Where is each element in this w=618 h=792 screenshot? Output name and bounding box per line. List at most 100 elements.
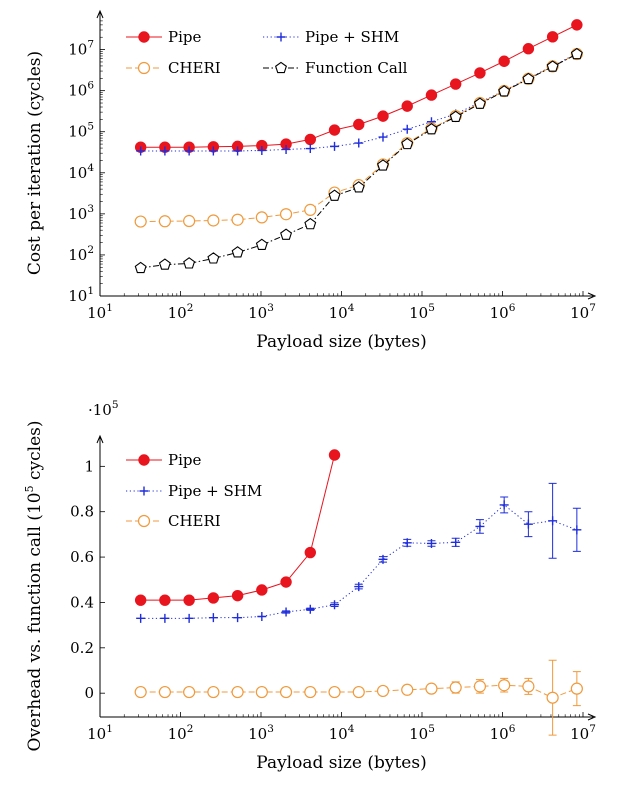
data-point: [184, 613, 194, 623]
data-point: [425, 122, 438, 135]
legend-marker: [275, 61, 287, 74]
data-point: [401, 100, 413, 112]
x-axis-title: Payload size (bytes): [256, 332, 426, 352]
data-point: [305, 144, 315, 154]
data-point: [257, 145, 267, 155]
cost-per-iteration-chart: 101 102 103 104 105 106 107 101 102 103 104 105 106 1…: [25, 9, 597, 352]
y-tick-label: 107: [68, 39, 94, 59]
data-point: [159, 594, 171, 606]
data-point: [184, 146, 194, 156]
y-tick-label: 106: [68, 80, 94, 100]
data-point: [473, 680, 487, 693]
x-tick-label: 107: [570, 302, 596, 322]
legend-entry: Pipe: [126, 451, 201, 469]
x-tick-label: 101: [87, 302, 113, 322]
data-point: [231, 246, 244, 258]
legend-entry: CHERI: [126, 512, 221, 530]
series-line: [140, 53, 578, 269]
y-tick-label: 0.2: [70, 639, 94, 657]
data-point: [330, 141, 340, 151]
y-tick-label: 102: [68, 244, 94, 264]
data-point: [134, 685, 147, 699]
y-axis-title: Overhead vs. function call (105 cycles): [23, 421, 45, 752]
data-point: [136, 613, 146, 623]
x-axis-arrow-icon: [587, 713, 597, 721]
data-point: [183, 257, 196, 269]
x-tick-label: 103: [248, 723, 274, 743]
x-axis-arrow-icon: [587, 292, 597, 300]
y-tick-label: 101: [68, 285, 94, 305]
data-point: [474, 67, 486, 79]
legend-marker: [138, 31, 150, 43]
data-point: [207, 685, 220, 699]
data-point: [523, 519, 533, 529]
legend-label: Pipe + SHM: [305, 28, 399, 46]
y-tick-label: 105: [68, 121, 94, 141]
legend-label: Pipe: [168, 451, 201, 469]
y-tick-label: 103: [68, 203, 94, 223]
x-tick-label: 101: [87, 723, 113, 743]
series-line: [140, 53, 578, 223]
y-axis-arrow-icon: [96, 434, 104, 444]
data-point: [376, 684, 390, 698]
legend-marker: [276, 32, 286, 42]
data-point: [207, 592, 220, 604]
data-point: [377, 159, 389, 171]
legend-marker: [138, 454, 150, 466]
data-point: [401, 683, 414, 696]
data-point: [158, 215, 171, 228]
data-point: [158, 258, 171, 270]
data-point: [353, 118, 365, 131]
legend-marker: [137, 514, 151, 528]
data-point: [354, 582, 364, 592]
y-axis-arrow-icon: [96, 9, 104, 19]
legend-label: CHERI: [168, 59, 221, 77]
data-point: [425, 89, 438, 101]
data-point: [571, 19, 583, 31]
legend-label: CHERI: [168, 512, 221, 530]
y-tick-label: 0.4: [70, 593, 94, 611]
plot-area: [134, 19, 583, 274]
series-pipe: [134, 449, 341, 606]
legend-label: Function Call: [305, 59, 408, 77]
data-point: [401, 137, 414, 150]
data-point: [570, 682, 583, 695]
legend-entry: Pipe: [126, 28, 201, 46]
series-function-call: [134, 47, 583, 274]
legend: Pipe Pipe + SHM CHERI Function Call: [126, 28, 408, 77]
data-point: [183, 594, 195, 606]
data-point: [499, 500, 509, 510]
data-point: [255, 238, 268, 251]
data-point: [425, 682, 438, 695]
data-point: [255, 685, 268, 699]
legend-label: Pipe + SHM: [168, 482, 262, 500]
data-point: [304, 217, 317, 230]
data-point: [328, 189, 341, 201]
data-point: [498, 679, 511, 692]
data-point: [136, 146, 146, 156]
data-point: [257, 612, 267, 622]
data-point: [305, 604, 315, 614]
data-point: [231, 213, 244, 226]
data-point: [256, 584, 268, 596]
data-point: [304, 685, 317, 699]
data-point: [328, 449, 341, 461]
x-tick-label: 107: [570, 723, 596, 743]
data-point: [304, 133, 316, 146]
data-point: [280, 576, 292, 588]
axes: 101 102 103 104 105 106 107 101 102 103 104 105 106 1…: [25, 9, 597, 352]
x-tick-label: 104: [329, 302, 355, 322]
data-point: [134, 594, 147, 606]
series-cheri: [134, 659, 583, 736]
data-point: [328, 685, 341, 699]
overhead-chart: 101 102 103 104 105 106 107 0 0.2 0.4 0.6 0.8 1 ·105 P…: [23, 399, 597, 773]
data-point: [207, 252, 220, 264]
data-point: [233, 146, 243, 156]
data-point: [208, 146, 218, 156]
data-point: [352, 685, 365, 699]
x-tick-label: 104: [329, 723, 355, 743]
data-point: [522, 43, 535, 55]
x-tick-label: 105: [409, 723, 435, 743]
x-tick-label: 102: [168, 302, 194, 322]
